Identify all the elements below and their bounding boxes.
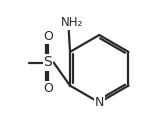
Text: NH₂: NH₂ — [61, 16, 83, 29]
Text: O: O — [43, 30, 53, 43]
Text: O: O — [43, 82, 53, 95]
Text: S: S — [44, 56, 52, 70]
Text: N: N — [95, 96, 104, 109]
